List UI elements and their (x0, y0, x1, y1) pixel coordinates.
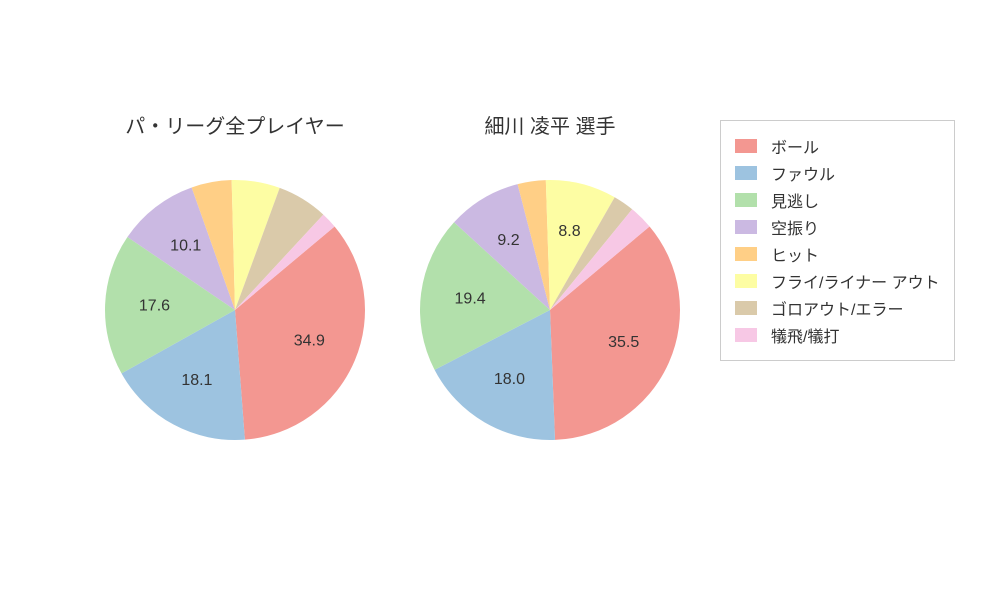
legend-item-foul: ファウル (735, 161, 940, 185)
pie-chart-player: 35.5 18.0 19.4 9.2 8.8 (390, 150, 710, 470)
legend-swatch-sac (735, 328, 757, 342)
chart-title-player: 細川 凌平 選手 (430, 110, 670, 139)
chart-container: パ・リーグ全プレイヤー 細川 凌平 選手 34.9 18.1 17.6 10.1 35… (0, 0, 1000, 600)
pie-chart-league: 34.9 18.1 17.6 10.1 (75, 150, 395, 470)
legend: ボールファウル見逃し空振りヒットフライ/ライナー アウトゴロアウト/エラー犠飛/… (720, 120, 955, 361)
legend-label-ball: ボール (771, 134, 819, 158)
legend-swatch-foul (735, 166, 757, 180)
pie-label-swing_miss: 10.1 (170, 237, 201, 254)
pie-label-ball: 34.9 (294, 332, 325, 349)
pie-label-looking: 19.4 (455, 291, 486, 308)
legend-swatch-fly_liner (735, 274, 757, 288)
legend-label-hit: ヒット (771, 242, 819, 266)
legend-item-sac: 犠飛/犠打 (735, 323, 940, 347)
legend-swatch-swing_miss (735, 220, 757, 234)
chart-title-league: パ・リーグ全プレイヤー (115, 110, 355, 139)
legend-swatch-ball (735, 139, 757, 153)
pie-label-foul: 18.1 (181, 372, 212, 389)
legend-item-fly_liner: フライ/ライナー アウト (735, 269, 940, 293)
pie-label-ball: 35.5 (608, 334, 639, 351)
legend-item-ball: ボール (735, 134, 940, 158)
pie-label-looking: 17.6 (139, 298, 170, 315)
pie-label-swing_miss: 9.2 (497, 232, 519, 249)
legend-item-hit: ヒット (735, 242, 940, 266)
legend-swatch-hit (735, 247, 757, 261)
legend-label-swing_miss: 空振り (771, 215, 819, 239)
legend-label-ground_err: ゴロアウト/エラー (771, 296, 903, 320)
legend-label-foul: ファウル (771, 161, 835, 185)
legend-item-ground_err: ゴロアウト/エラー (735, 296, 940, 320)
legend-swatch-looking (735, 193, 757, 207)
legend-label-looking: 見逃し (771, 188, 819, 212)
pie-label-fly_liner: 8.8 (558, 223, 580, 240)
legend-label-fly_liner: フライ/ライナー アウト (771, 269, 940, 293)
legend-label-sac: 犠飛/犠打 (771, 323, 839, 347)
legend-item-looking: 見逃し (735, 188, 940, 212)
pie-label-foul: 18.0 (494, 371, 525, 388)
legend-swatch-ground_err (735, 301, 757, 315)
legend-item-swing_miss: 空振り (735, 215, 940, 239)
